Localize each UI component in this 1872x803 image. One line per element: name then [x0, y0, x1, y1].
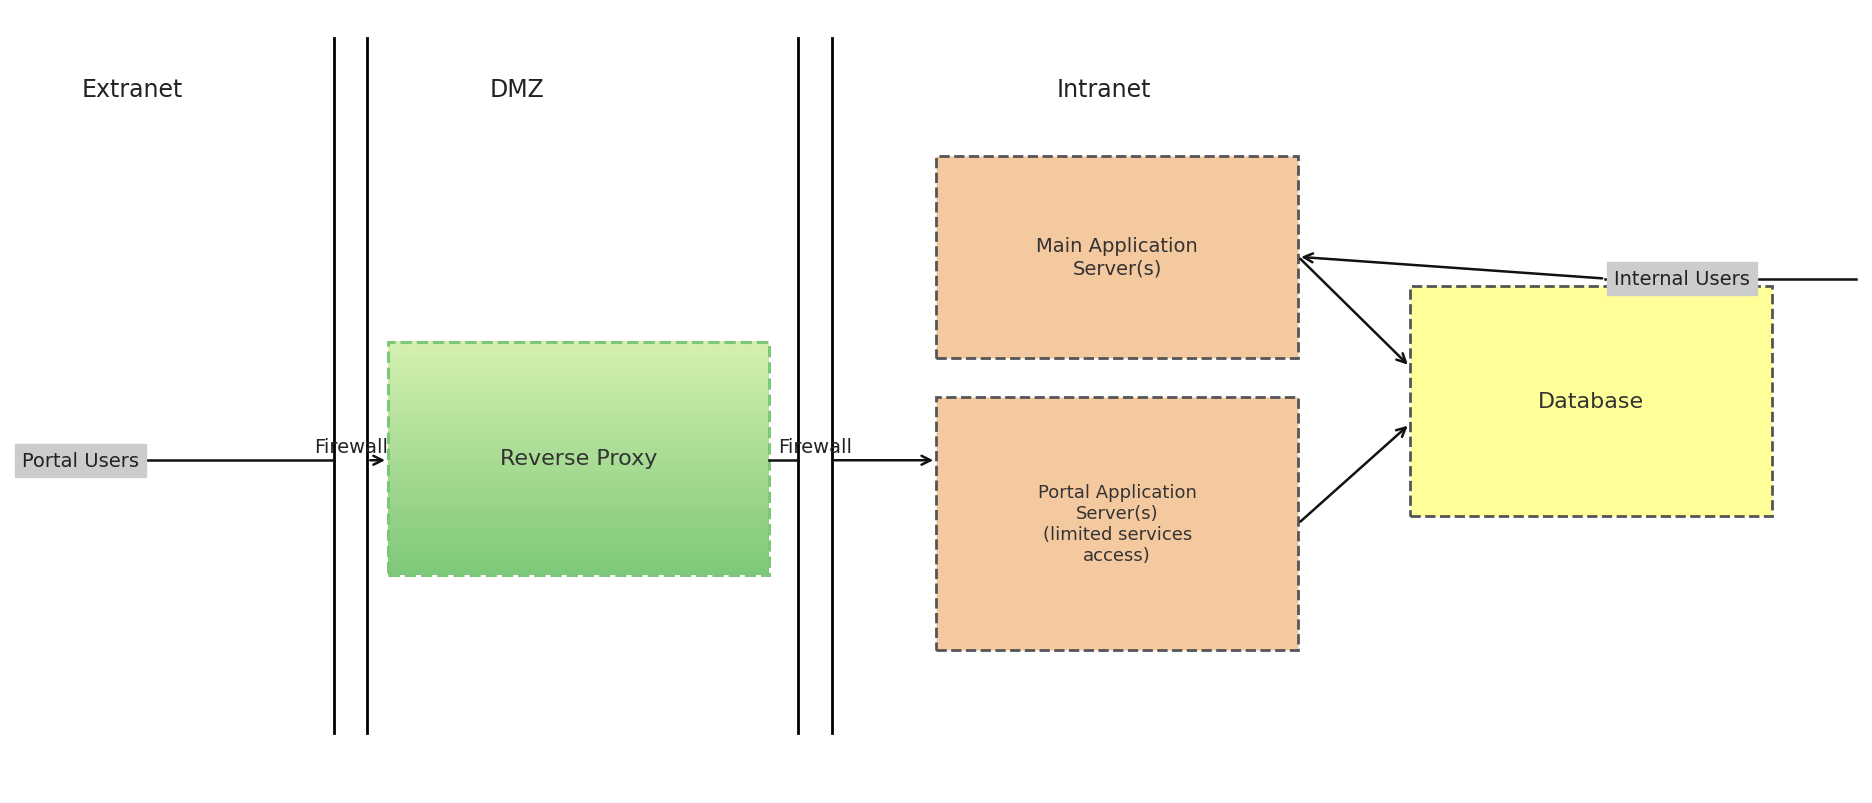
Bar	[388, 419, 769, 424]
Bar	[388, 416, 769, 420]
Bar	[936, 157, 1299, 358]
Bar	[388, 497, 769, 501]
Text: Main Application
Server(s): Main Application Server(s)	[1037, 237, 1198, 278]
Bar	[388, 493, 769, 498]
Bar	[936, 397, 1299, 650]
Bar	[388, 427, 769, 431]
Bar	[388, 463, 769, 467]
Bar	[388, 446, 769, 451]
Bar	[388, 501, 769, 505]
Text: Portal Application
Server(s)
(limited services
access): Portal Application Server(s) (limited se…	[1037, 483, 1196, 564]
Bar	[388, 377, 769, 381]
Bar	[388, 385, 769, 389]
Text: Reverse Proxy: Reverse Proxy	[500, 449, 657, 469]
Bar	[388, 439, 769, 443]
Bar	[388, 404, 769, 408]
Bar	[388, 408, 769, 412]
Bar	[388, 486, 769, 490]
Bar	[388, 393, 769, 397]
Bar	[388, 357, 769, 361]
Bar	[388, 373, 769, 377]
Bar	[388, 342, 769, 575]
Bar	[388, 369, 769, 373]
Text: DMZ: DMZ	[490, 78, 545, 102]
Bar	[388, 353, 769, 358]
Bar	[388, 478, 769, 482]
Bar	[388, 567, 769, 571]
Bar	[388, 442, 769, 447]
Bar	[388, 482, 769, 486]
Bar	[388, 516, 769, 521]
Bar	[388, 423, 769, 428]
Bar	[388, 389, 769, 393]
Bar	[388, 466, 769, 471]
Bar	[388, 532, 769, 536]
Bar	[388, 454, 769, 459]
Bar	[388, 571, 769, 575]
Text: Portal Users: Portal Users	[22, 451, 139, 471]
Bar	[388, 396, 769, 401]
Text: Database: Database	[1539, 392, 1644, 411]
Bar	[388, 450, 769, 454]
Bar	[388, 540, 769, 544]
Bar	[388, 520, 769, 524]
Bar	[388, 381, 769, 385]
Bar	[388, 509, 769, 513]
Bar	[388, 459, 769, 463]
Text: Intranet: Intranet	[1058, 78, 1151, 102]
Text: Firewall: Firewall	[779, 437, 852, 456]
Bar	[388, 435, 769, 439]
Bar	[388, 365, 769, 369]
Bar	[388, 548, 769, 552]
Bar	[388, 563, 769, 568]
Bar	[388, 342, 769, 346]
Bar	[388, 536, 769, 540]
Bar	[388, 349, 769, 354]
Text: Extranet: Extranet	[80, 78, 183, 102]
Bar	[388, 512, 769, 517]
Bar	[388, 431, 769, 435]
Bar	[388, 412, 769, 416]
Bar	[388, 528, 769, 532]
Bar	[388, 346, 769, 350]
Bar	[388, 559, 769, 564]
Bar	[388, 544, 769, 548]
Bar	[388, 361, 769, 365]
Bar	[1410, 287, 1773, 516]
Bar	[388, 524, 769, 528]
Bar	[388, 400, 769, 405]
Bar	[388, 505, 769, 509]
Bar	[388, 489, 769, 494]
Text: Firewall: Firewall	[314, 437, 388, 456]
Bar	[388, 556, 769, 560]
Bar	[388, 470, 769, 475]
Bar	[388, 552, 769, 556]
Text: Internal Users: Internal Users	[1614, 270, 1750, 288]
Bar	[388, 474, 769, 478]
